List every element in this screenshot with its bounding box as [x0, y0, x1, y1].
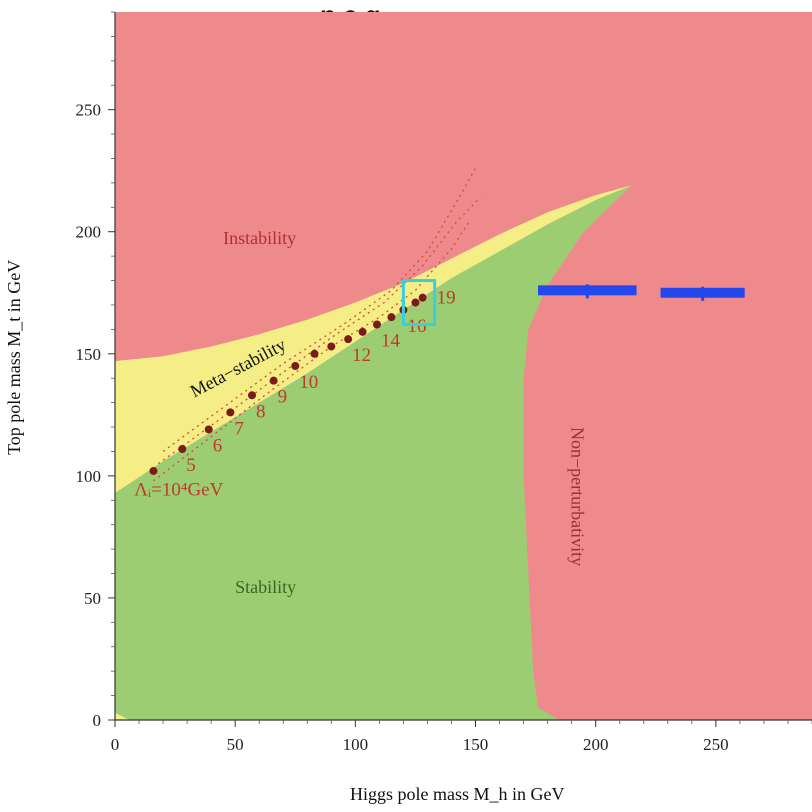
- scale-label-9: 9: [278, 387, 288, 408]
- scale-point-12: [372, 320, 381, 329]
- scale-point-1: [149, 466, 158, 475]
- y-tick-label-100: 100: [76, 467, 102, 486]
- scale-point-11: [358, 327, 367, 336]
- y-tick-label-250: 250: [76, 101, 102, 120]
- scale-point-13: [387, 313, 396, 322]
- x-axis-title: Higgs pole mass M_h in GeV: [350, 784, 565, 804]
- y-tick-label-200: 200: [76, 223, 102, 242]
- region-label-nonperturbativity: Non−perturbativity: [568, 427, 588, 566]
- scale-label-6: 6: [213, 435, 223, 456]
- y-axis-title: Top pole mass M_t in GeV: [4, 260, 24, 455]
- scale-label-10: 10: [299, 372, 318, 393]
- scale-label-8: 8: [256, 401, 266, 422]
- scale-point-15: [411, 298, 420, 307]
- scale-point-6: [269, 376, 278, 385]
- stability-region: [115, 185, 632, 721]
- scale-point-16: [418, 293, 427, 302]
- x-tick-label-0: 0: [111, 735, 120, 754]
- scale-point-9: [327, 342, 336, 351]
- scale-label-12: 12: [352, 345, 371, 366]
- x-tick-label-250: 250: [703, 735, 729, 754]
- x-axis: 0 50 100 150 200 250: [111, 719, 812, 754]
- lambda-scale-label: Λᵢ=10⁴GeV: [134, 479, 223, 500]
- scale-point-2: [178, 445, 187, 454]
- scale-label-16: 16: [407, 316, 426, 337]
- x-tick-label-100: 100: [343, 735, 369, 754]
- region-label-instability: Instability: [223, 228, 296, 248]
- scale-point-10: [344, 335, 353, 344]
- scale-label-7: 7: [234, 418, 244, 439]
- y-tick-label-0: 0: [93, 711, 102, 730]
- scale-point-5: [247, 391, 256, 400]
- highlight-box: [401, 279, 437, 326]
- dashed-curve-1: [153, 219, 472, 482]
- scale-point-3: [204, 425, 213, 434]
- scale-point-8: [310, 349, 319, 358]
- scale-label-5: 5: [186, 455, 196, 476]
- scale-label-14: 14: [381, 330, 401, 351]
- x-tick-label-150: 150: [463, 735, 489, 754]
- x-tick-label-50: 50: [227, 735, 244, 754]
- x-tick-label-200: 200: [583, 735, 609, 754]
- y-tick-label-50: 50: [84, 589, 101, 608]
- region-label-stability: Stability: [235, 577, 296, 597]
- scale-point-4: [226, 408, 235, 417]
- plot-area: 567891012141619Λᵢ=10⁴GeVInstabilityMeta−…: [115, 12, 812, 721]
- dashed-curve-3: [162, 167, 477, 452]
- scale-point-7: [291, 362, 300, 370]
- metastability-sliver: [115, 712, 130, 720]
- y-axis: 0 50 100 150 200 250: [76, 11, 116, 730]
- scale-label-19: 19: [437, 288, 456, 309]
- y-tick-label-150: 150: [76, 345, 102, 364]
